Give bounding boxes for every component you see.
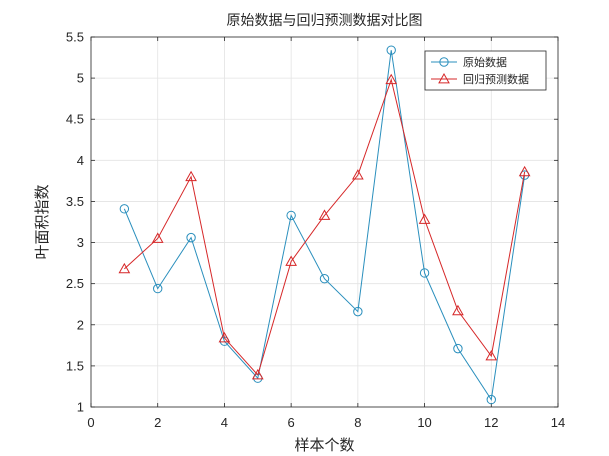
y-tick-label: 5 [77, 71, 84, 86]
data-point-marker [318, 209, 331, 220]
x-tick-label: 2 [154, 415, 161, 430]
data-point-marker [485, 350, 498, 361]
x-tick-label: 8 [354, 415, 361, 430]
series-line [123, 50, 526, 401]
series-line [124, 77, 526, 376]
y-tick-label: 1 [77, 400, 84, 415]
data-point-marker [251, 368, 264, 380]
x-tick-label: 14 [551, 415, 565, 430]
data-point-marker [452, 304, 464, 316]
data-point-marker [319, 274, 330, 284]
data-point-marker [118, 262, 131, 274]
y-axis-title: 叶面积指数 [33, 184, 51, 259]
y-tick-label: 4.5 [66, 112, 84, 127]
x-axis-title: 样本个数 [294, 436, 354, 454]
x-tick-label: 10 [417, 415, 431, 430]
legend-label: 原始数据 [463, 55, 507, 69]
y-tick-label: 2.5 [66, 276, 84, 291]
x-tick-label: 4 [221, 415, 228, 430]
data-point-marker [386, 45, 396, 55]
data-point-marker [453, 343, 463, 354]
chart-title: 原始数据与回归预测数据对比图 [227, 12, 423, 29]
series-1 [119, 45, 530, 405]
data-point-marker [119, 204, 130, 214]
data-point-marker [186, 232, 196, 243]
data-point-marker [151, 232, 164, 243]
data-point-marker [352, 169, 364, 180]
data-point-marker [218, 331, 231, 343]
legend-label: 回归预测数据 [463, 72, 529, 86]
y-tick-label: 4 [77, 153, 84, 168]
data-point-marker [385, 73, 398, 85]
data-point-marker [518, 165, 531, 177]
legend-marker-sample [438, 72, 450, 84]
y-tick-label: 3.5 [66, 194, 84, 209]
legend-marker-sample [439, 57, 449, 67]
x-tick-label: 12 [484, 415, 498, 430]
y-tick-label: 5.5 [66, 30, 84, 45]
data-point-marker [285, 255, 297, 266]
series-2 [118, 73, 531, 380]
plot-area-frame [90, 36, 559, 408]
y-tick-label: 2 [77, 317, 84, 332]
data-point-marker [353, 306, 363, 317]
data-point-marker [153, 283, 163, 294]
data-point-marker [418, 213, 431, 224]
data-series [118, 45, 531, 405]
y-tick-label: 1.5 [66, 358, 84, 373]
data-point-marker [185, 170, 197, 182]
x-tick-label: 0 [87, 415, 94, 430]
data-point-marker [486, 394, 496, 405]
y-tick-label: 3 [77, 235, 84, 250]
x-tick-label: 6 [288, 415, 295, 430]
axis-ticks: 0 2 4 6 8 10 12 14 1 1.5 2 2.5 3 3.5 4 4.5 5 5.5 [66, 30, 565, 431]
data-point-marker [286, 210, 296, 221]
data-point-marker [419, 268, 430, 278]
